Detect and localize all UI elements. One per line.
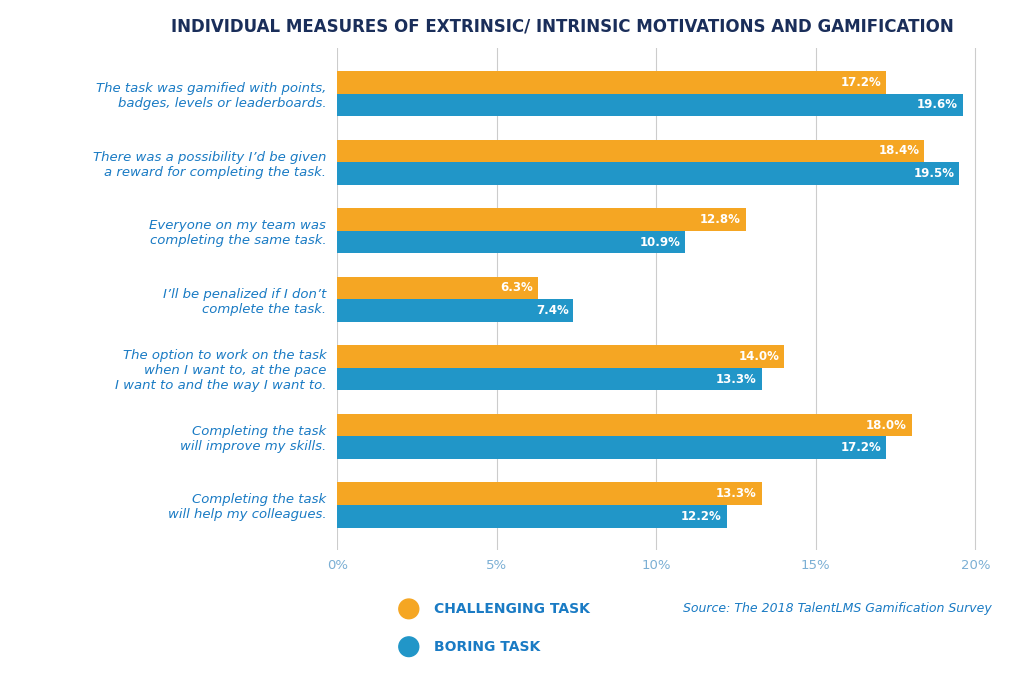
Text: Source: The 2018 TalentLMS Gamification Survey: Source: The 2018 TalentLMS Gamification … (683, 603, 991, 615)
Text: 7.4%: 7.4% (536, 304, 568, 317)
Text: 12.8%: 12.8% (700, 213, 741, 226)
Bar (337, 345, 784, 368)
Bar (337, 482, 761, 505)
Text: 10.9%: 10.9% (640, 235, 681, 248)
Text: 18.4%: 18.4% (879, 144, 920, 158)
Text: BORING TASK: BORING TASK (434, 640, 541, 654)
Text: 17.2%: 17.2% (840, 76, 881, 89)
Text: 13.3%: 13.3% (716, 487, 757, 500)
Bar (337, 230, 685, 253)
Bar (337, 208, 746, 230)
Bar (337, 368, 761, 391)
Text: 19.6%: 19.6% (917, 98, 958, 111)
Text: 18.0%: 18.0% (866, 418, 907, 431)
Bar (337, 436, 886, 459)
Text: 19.5%: 19.5% (914, 167, 955, 180)
Text: 6.3%: 6.3% (501, 281, 533, 294)
Bar (337, 505, 727, 528)
Bar (337, 162, 960, 185)
Bar (337, 140, 924, 162)
Bar (337, 413, 912, 436)
Text: INDIVIDUAL MEASURES OF EXTRINSIC/ INTRINSIC MOTIVATIONS AND GAMIFICATION: INDIVIDUAL MEASURES OF EXTRINSIC/ INTRIN… (171, 17, 954, 35)
Text: 17.2%: 17.2% (840, 441, 881, 454)
Bar (337, 71, 886, 94)
Text: 13.3%: 13.3% (716, 373, 757, 386)
Text: 12.2%: 12.2% (681, 510, 722, 523)
Bar (337, 94, 963, 116)
Text: CHALLENGING TASK: CHALLENGING TASK (434, 602, 591, 616)
Bar (337, 277, 539, 299)
Text: 14.0%: 14.0% (738, 350, 779, 363)
Bar (337, 299, 573, 322)
